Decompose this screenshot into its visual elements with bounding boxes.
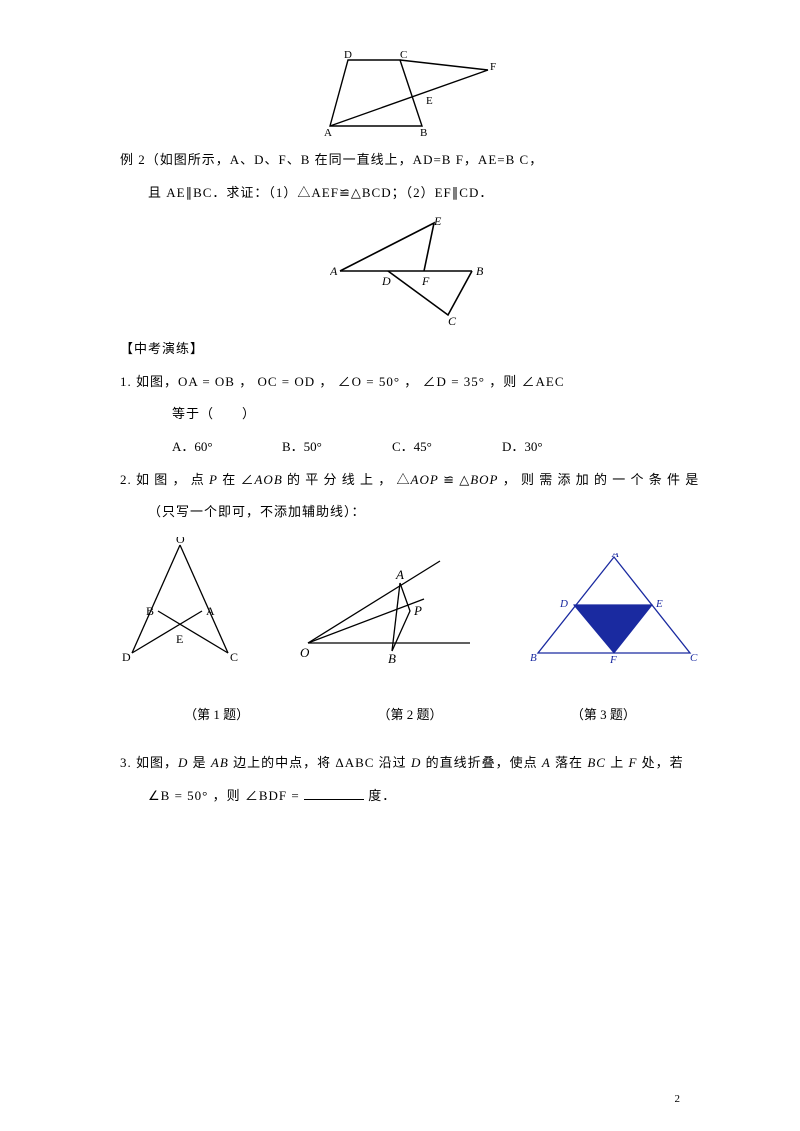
q1-line2: 等于（ ） <box>120 400 700 429</box>
svg-text:D: D <box>122 650 131 664</box>
q3-line1: 3. 如图，D 是 AB 边上的中点，将 ΔABC 沿过 D 的直线折叠，使点 … <box>120 749 700 778</box>
fig-top-svg: D C F A B E <box>320 48 500 138</box>
caption-2: （第 2 题） <box>313 701 506 730</box>
fig-q2-svg: O A P B <box>300 555 480 665</box>
svg-text:E: E <box>426 95 433 107</box>
figure-captions: （第 1 题） （第 2 题） （第 3 题） <box>120 701 700 730</box>
svg-text:F: F <box>490 61 496 73</box>
figure-example-top: D C F A B E <box>120 48 700 138</box>
fig-q3-svg: A B C D E F <box>530 553 700 665</box>
svg-text:B: B <box>388 651 396 665</box>
q1-choice-b: B．50° <box>282 433 392 462</box>
svg-text:C: C <box>400 49 407 61</box>
svg-text:A: A <box>324 127 332 138</box>
svg-text:A: A <box>611 553 619 560</box>
svg-text:B: B <box>146 604 154 618</box>
svg-text:F: F <box>609 654 617 665</box>
q1-choice-c: C．45° <box>392 433 502 462</box>
svg-text:F: F <box>421 274 430 288</box>
figure-example2: A B D F E C <box>120 215 700 327</box>
svg-text:B: B <box>420 127 427 138</box>
q2-line2: （只写一个即可，不添加辅助线）： <box>120 498 700 527</box>
answer-blank[interactable] <box>304 786 364 800</box>
figures-row: O B A D C E O A P B A <box>120 537 700 665</box>
svg-text:E: E <box>433 215 442 228</box>
example2-line2: 且 AE∥BC．求证：（1）△AEF≌△BCD；（2）EF∥CD． <box>120 179 700 208</box>
svg-text:D: D <box>559 598 568 610</box>
svg-text:O: O <box>176 537 185 546</box>
svg-text:C: C <box>690 652 698 664</box>
svg-text:A: A <box>330 264 338 278</box>
svg-text:C: C <box>230 650 238 664</box>
svg-text:B: B <box>476 264 484 278</box>
page-number: 2 <box>675 1087 681 1111</box>
q3-line2: ∠B = 50° ，则 ∠BDF = 度． <box>120 782 700 811</box>
q1-choices: A．60° B．50° C．45° D．30° <box>120 433 700 462</box>
svg-text:O: O <box>300 645 310 660</box>
q1-choice-a: A．60° <box>172 433 282 462</box>
svg-text:D: D <box>381 274 391 288</box>
section-title: 【中考演练】 <box>120 335 700 364</box>
svg-text:C: C <box>448 314 457 327</box>
example2-line1: 例 2（如图所示，A、D、F、B 在同一直线上，AD=B F，AE=B C， <box>120 146 700 175</box>
svg-text:P: P <box>413 603 422 618</box>
svg-text:A: A <box>206 604 215 618</box>
q1-choice-d: D．30° <box>502 433 612 462</box>
q1-line1: 1. 如图，OA = OB ， OC = OD ， ∠O = 50° ， ∠D … <box>120 368 700 397</box>
svg-text:D: D <box>344 49 352 61</box>
svg-text:E: E <box>176 632 183 646</box>
caption-1: （第 1 题） <box>120 701 313 730</box>
fig-ex2-svg: A B D F E C <box>330 215 490 327</box>
fig-q1-svg: O B A D C E <box>120 537 250 665</box>
q2-line1: 2. 如 图 ， 点 P 在 ∠AOB 的 平 分 线 上 ， △AOP ≌ △… <box>120 466 700 495</box>
svg-text:A: A <box>395 567 404 582</box>
caption-3: （第 3 题） <box>507 701 700 730</box>
svg-text:B: B <box>530 652 537 664</box>
svg-text:E: E <box>655 598 663 610</box>
